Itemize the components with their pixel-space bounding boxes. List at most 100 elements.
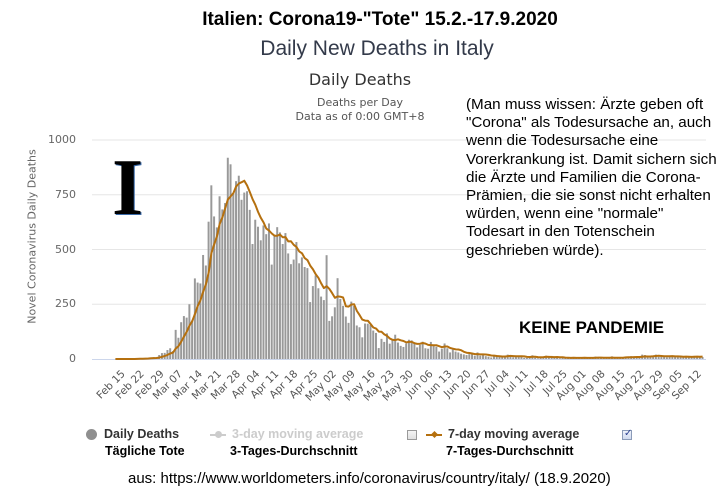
bar[interactable] xyxy=(427,348,430,359)
bar[interactable] xyxy=(248,209,251,359)
bar[interactable] xyxy=(320,296,323,359)
legend-item-3day[interactable]: 3-day moving average xyxy=(210,427,363,441)
bar[interactable] xyxy=(668,355,671,359)
bar[interactable] xyxy=(492,356,495,359)
bar[interactable] xyxy=(374,332,377,359)
bar[interactable] xyxy=(558,358,561,359)
bar[interactable] xyxy=(265,234,268,359)
bar[interactable] xyxy=(306,268,309,359)
bar[interactable] xyxy=(671,355,674,359)
bar[interactable] xyxy=(235,181,238,359)
bar[interactable] xyxy=(534,357,537,359)
bar[interactable] xyxy=(679,356,682,359)
bar[interactable] xyxy=(171,351,174,359)
bar[interactable] xyxy=(347,322,350,359)
bar[interactable] xyxy=(449,352,452,359)
bar[interactable] xyxy=(224,203,227,359)
bar[interactable] xyxy=(353,306,356,359)
legend-item-7day[interactable]: 7-day moving average xyxy=(426,427,579,441)
bar[interactable] xyxy=(336,278,339,359)
bar[interactable] xyxy=(377,348,380,359)
bar[interactable] xyxy=(317,288,320,359)
bar[interactable] xyxy=(328,320,331,359)
bar[interactable] xyxy=(259,240,262,359)
bar[interactable] xyxy=(276,227,279,359)
bar[interactable] xyxy=(237,175,240,359)
bar[interactable] xyxy=(193,278,196,359)
bar[interactable] xyxy=(278,232,281,359)
bar[interactable] xyxy=(676,357,679,359)
bar[interactable] xyxy=(251,244,254,359)
bar[interactable] xyxy=(490,357,493,359)
bar[interactable] xyxy=(446,348,449,359)
bar[interactable] xyxy=(421,341,424,359)
bar[interactable] xyxy=(298,263,301,359)
bar[interactable] xyxy=(364,323,366,359)
bar[interactable] xyxy=(243,192,246,359)
bar[interactable] xyxy=(394,334,397,359)
bar[interactable] xyxy=(221,209,224,359)
bar[interactable] xyxy=(407,339,410,359)
bar[interactable] xyxy=(380,338,383,359)
bar[interactable] xyxy=(174,329,177,359)
bar[interactable] xyxy=(229,164,232,359)
bar[interactable] xyxy=(273,235,276,359)
bar[interactable] xyxy=(561,357,564,359)
bar[interactable] xyxy=(471,353,474,359)
bar[interactable] xyxy=(698,356,701,359)
bar[interactable] xyxy=(451,349,454,359)
bar[interactable] xyxy=(674,356,677,359)
bar[interactable] xyxy=(309,302,312,359)
bar[interactable] xyxy=(556,357,559,359)
bar[interactable] xyxy=(372,330,375,359)
bar[interactable] xyxy=(553,357,556,359)
bar[interactable] xyxy=(487,356,490,359)
bar[interactable] xyxy=(646,357,649,359)
bar[interactable] xyxy=(292,259,295,359)
legend-item-daily-deaths[interactable]: Daily Deaths xyxy=(86,427,179,441)
bar[interactable] xyxy=(267,223,270,359)
bar[interactable] xyxy=(498,357,501,359)
bar[interactable] xyxy=(256,226,259,359)
checkbox-3day[interactable] xyxy=(407,430,417,440)
bar[interactable] xyxy=(388,343,391,359)
bar[interactable] xyxy=(512,357,515,359)
bar[interactable] xyxy=(350,301,353,359)
bar[interactable] xyxy=(690,357,693,359)
bar[interactable] xyxy=(424,348,427,359)
bar[interactable] xyxy=(287,253,290,359)
bar[interactable] xyxy=(638,357,641,359)
bar[interactable] xyxy=(366,323,369,359)
bar[interactable] xyxy=(509,355,512,359)
bar[interactable] xyxy=(525,357,528,359)
bar[interactable] xyxy=(188,304,191,359)
bar[interactable] xyxy=(685,356,688,359)
bar[interactable] xyxy=(177,337,180,359)
bar[interactable] xyxy=(476,352,479,359)
bar[interactable] xyxy=(262,225,265,359)
bar[interactable] xyxy=(413,343,416,359)
bar[interactable] xyxy=(410,340,413,359)
bar[interactable] xyxy=(213,216,216,359)
checkbox-7day[interactable]: ✓ xyxy=(622,428,632,440)
bar[interactable] xyxy=(270,264,273,359)
bar[interactable] xyxy=(210,185,213,359)
bar[interactable] xyxy=(240,199,243,359)
bar[interactable] xyxy=(465,355,468,359)
bar[interactable] xyxy=(185,317,188,359)
bar[interactable] xyxy=(246,191,248,359)
bar[interactable] xyxy=(361,337,364,359)
bar[interactable] xyxy=(503,356,506,359)
bar[interactable] xyxy=(665,357,668,359)
bar[interactable] xyxy=(632,357,635,359)
bar[interactable] xyxy=(199,283,202,359)
bar[interactable] xyxy=(482,354,484,359)
bar[interactable] xyxy=(226,157,229,359)
bar[interactable] xyxy=(196,282,199,359)
bar[interactable] xyxy=(215,227,218,359)
bar[interactable] xyxy=(514,357,517,359)
bar[interactable] xyxy=(484,356,487,359)
bar[interactable] xyxy=(402,346,405,359)
bar[interactable] xyxy=(663,356,666,359)
bar[interactable] xyxy=(281,244,284,359)
